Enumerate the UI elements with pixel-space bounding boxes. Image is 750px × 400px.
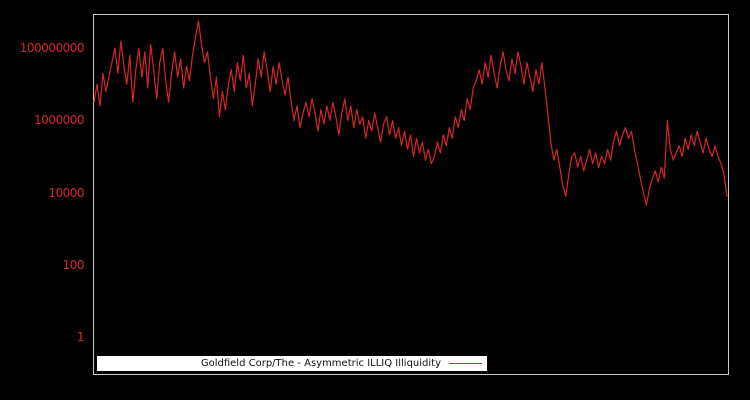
y-tick-label: 10000 [48,185,84,200]
y-tick-label: 1000000 [34,113,84,128]
y-tick-label: 100 [62,257,85,272]
legend: Goldfield Corp/The - Asymmetric ILLIQ Il… [97,356,487,371]
plot-border [93,14,729,375]
y-tick-label: 100000000 [19,41,85,56]
legend-label: Goldfield Corp/The - Asymmetric ILLIQ Il… [200,358,441,369]
series-line [93,20,728,206]
legend-line-sample-icon [449,363,482,364]
y-tick-label: 1 [76,330,85,344]
